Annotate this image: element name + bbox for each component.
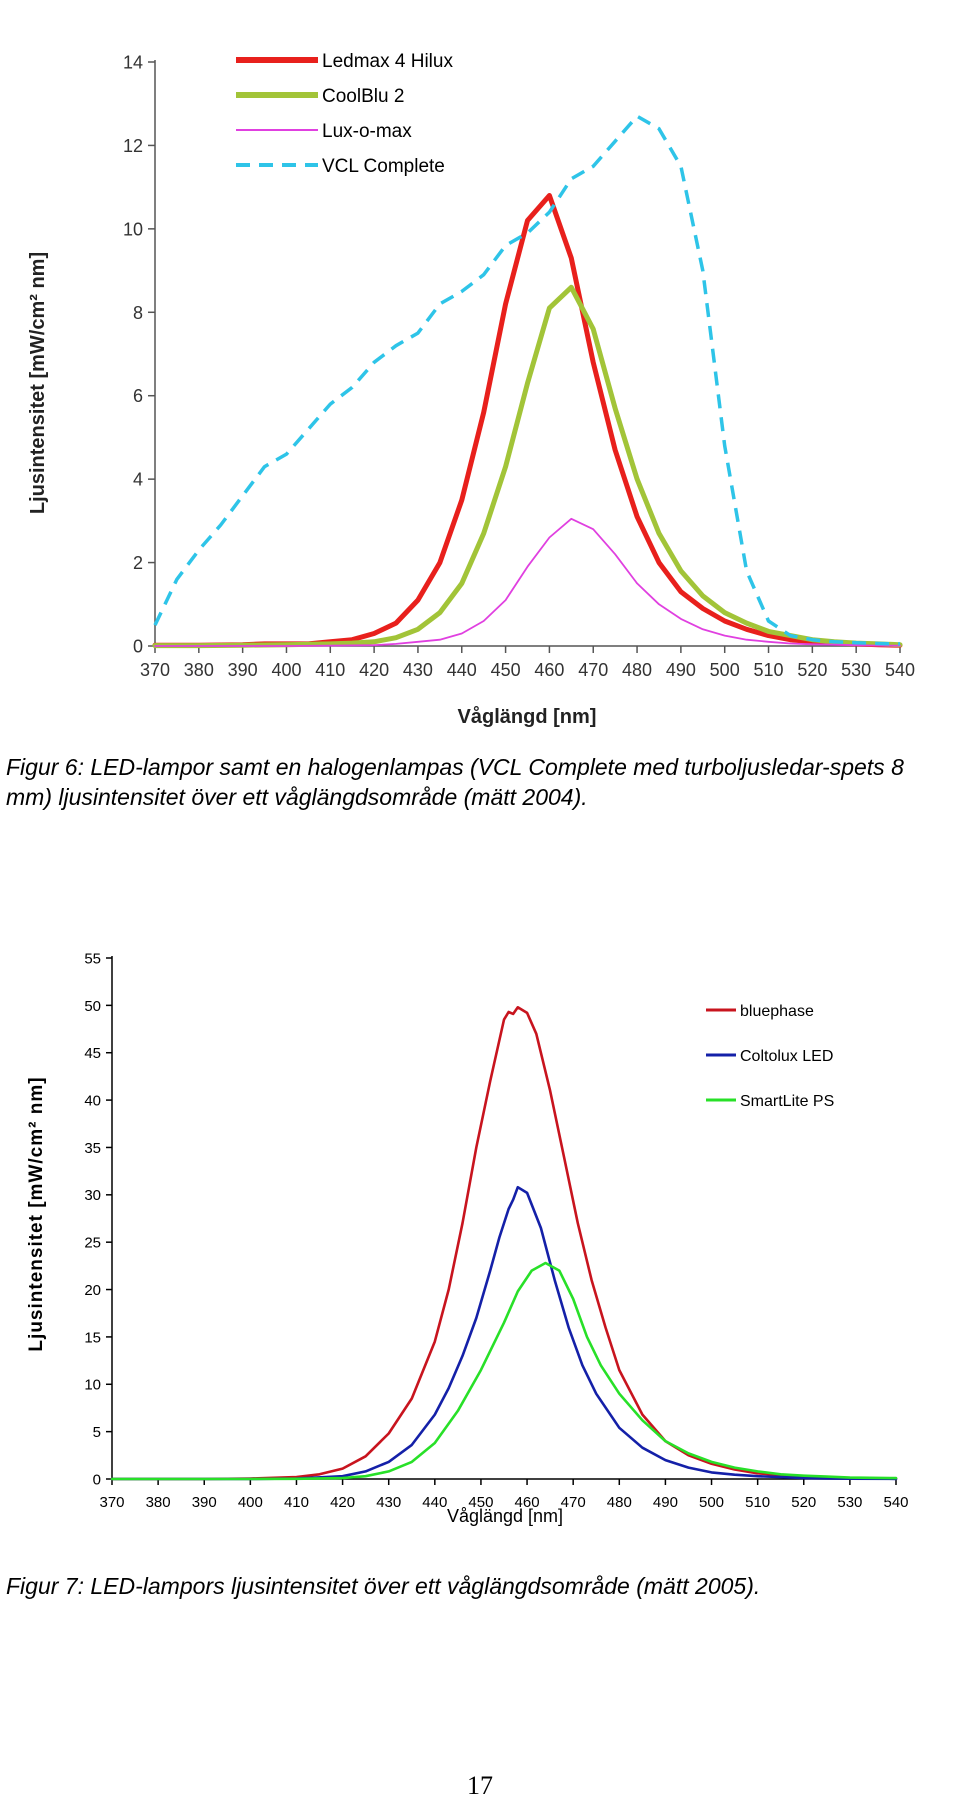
chart-fig6: 0 2 4 6 8 10 12 14 370 380 390 400 410 420 430 440 450 46…: [27, 51, 915, 728]
x-tick-label: 380: [146, 1494, 171, 1511]
x-tick-label: 490: [666, 660, 696, 680]
y-tick-label: 0: [133, 636, 143, 656]
y-tick-label: 10: [123, 219, 143, 239]
legend-label-lux-o-max: Lux-o-max: [322, 121, 412, 142]
y-tick-label: 10: [84, 1377, 101, 1394]
x-tick-label: 400: [238, 1494, 263, 1511]
y-tick-label: 20: [84, 1282, 101, 1299]
y-axis-label: Ljusintensitet [mW/cm² nm]: [27, 252, 49, 514]
legend-label-coltolux-led: Coltolux LED: [740, 1048, 833, 1065]
y-tick-label: 35: [84, 1140, 101, 1157]
x-tick-label: 510: [745, 1494, 770, 1511]
y-tick-label: 5: [93, 1424, 101, 1441]
legend-label-smartlite-ps: SmartLite PS: [740, 1093, 834, 1110]
x-tick-label: 500: [699, 1494, 724, 1511]
x-tick-label: 480: [622, 660, 652, 680]
x-tick-label: 400: [271, 660, 301, 680]
legend-label-bluephase: bluephase: [740, 1003, 814, 1020]
x-tick-label: 510: [754, 660, 784, 680]
series-line-coltolux-led: [110, 1185, 898, 1481]
x-tick-label: 530: [837, 1494, 862, 1511]
x-tick-label: 430: [376, 1494, 401, 1511]
x-tick-label: 420: [330, 1494, 355, 1511]
x-tick-label: 440: [422, 1494, 447, 1511]
series-line-vcl-complete: [153, 114, 901, 646]
x-tick-label: 540: [883, 1494, 908, 1511]
x-tick-label: 540: [885, 660, 915, 680]
y-tick-label: 55: [84, 950, 101, 967]
x-tick-label: 450: [491, 660, 521, 680]
x-tick-label: 480: [607, 1494, 632, 1511]
x-tick-label: 500: [710, 660, 740, 680]
y-tick-label: 4: [133, 470, 143, 490]
x-tick-label: 390: [228, 660, 258, 680]
figure-7-caption: Figur 7: LED-lampors ljusintensitet över…: [6, 1573, 761, 1599]
x-tick-label: 410: [284, 1494, 309, 1511]
x-tick-label: 450: [468, 1494, 493, 1511]
y-tick-label: 12: [123, 136, 143, 156]
series-line-ledmax-4-hilux: [152, 193, 903, 648]
y-tick-label: 8: [133, 303, 143, 323]
x-tick-label: 470: [578, 660, 608, 680]
x-tick-label: 490: [653, 1494, 678, 1511]
y-tick-label: 50: [84, 998, 101, 1015]
series-line-smartlite-ps: [110, 1261, 898, 1481]
series-line-bluephase: [110, 1006, 898, 1481]
x-tick-label: 460: [515, 1494, 540, 1511]
series-line-lux-o-max: [154, 517, 901, 647]
x-tick-label: 430: [403, 660, 433, 680]
x-tick-label: 520: [791, 1494, 816, 1511]
x-tick-label: 520: [797, 660, 827, 680]
x-tick-label: 530: [841, 660, 871, 680]
y-tick-label: 2: [133, 553, 143, 573]
y-tick-label: 25: [84, 1235, 101, 1252]
y-tick-label: 45: [84, 1045, 101, 1062]
page-number: 17: [467, 1771, 493, 1800]
y-tick-label: 6: [133, 386, 143, 406]
figure-6-caption: Figur 6: LED-lampor samt en halogenlampa…: [6, 754, 904, 810]
legend-label-coolblu-2: CoolBlu 2: [322, 86, 404, 107]
x-tick-label: 440: [447, 660, 477, 680]
y-tick-label: 30: [84, 1187, 101, 1204]
x-axis-label: Våglängd [nm]: [458, 705, 597, 728]
x-tick-label: 370: [99, 1494, 124, 1511]
y-axis-label: Ljusintensitet [mW/cm² nm]: [26, 1076, 47, 1351]
y-tick-label: 0: [93, 1471, 101, 1488]
x-tick-label: 380: [184, 660, 214, 680]
x-tick-label: 470: [561, 1494, 586, 1511]
x-tick-label: 410: [315, 660, 345, 680]
x-axis-label: Våglängd [nm]: [447, 1506, 563, 1526]
x-tick-label: 390: [192, 1494, 217, 1511]
x-tick-label: 460: [534, 660, 564, 680]
legend-label-vcl-complete: VCL Complete: [322, 156, 445, 177]
y-tick-label: 40: [84, 1092, 101, 1109]
x-tick-label: 370: [140, 660, 170, 680]
legend-label-ledmax-4-hilux: Ledmax 4 Hilux: [322, 51, 453, 72]
y-tick-label: 14: [123, 52, 143, 72]
x-tick-label: 420: [359, 660, 389, 680]
y-tick-label: 15: [84, 1329, 101, 1346]
